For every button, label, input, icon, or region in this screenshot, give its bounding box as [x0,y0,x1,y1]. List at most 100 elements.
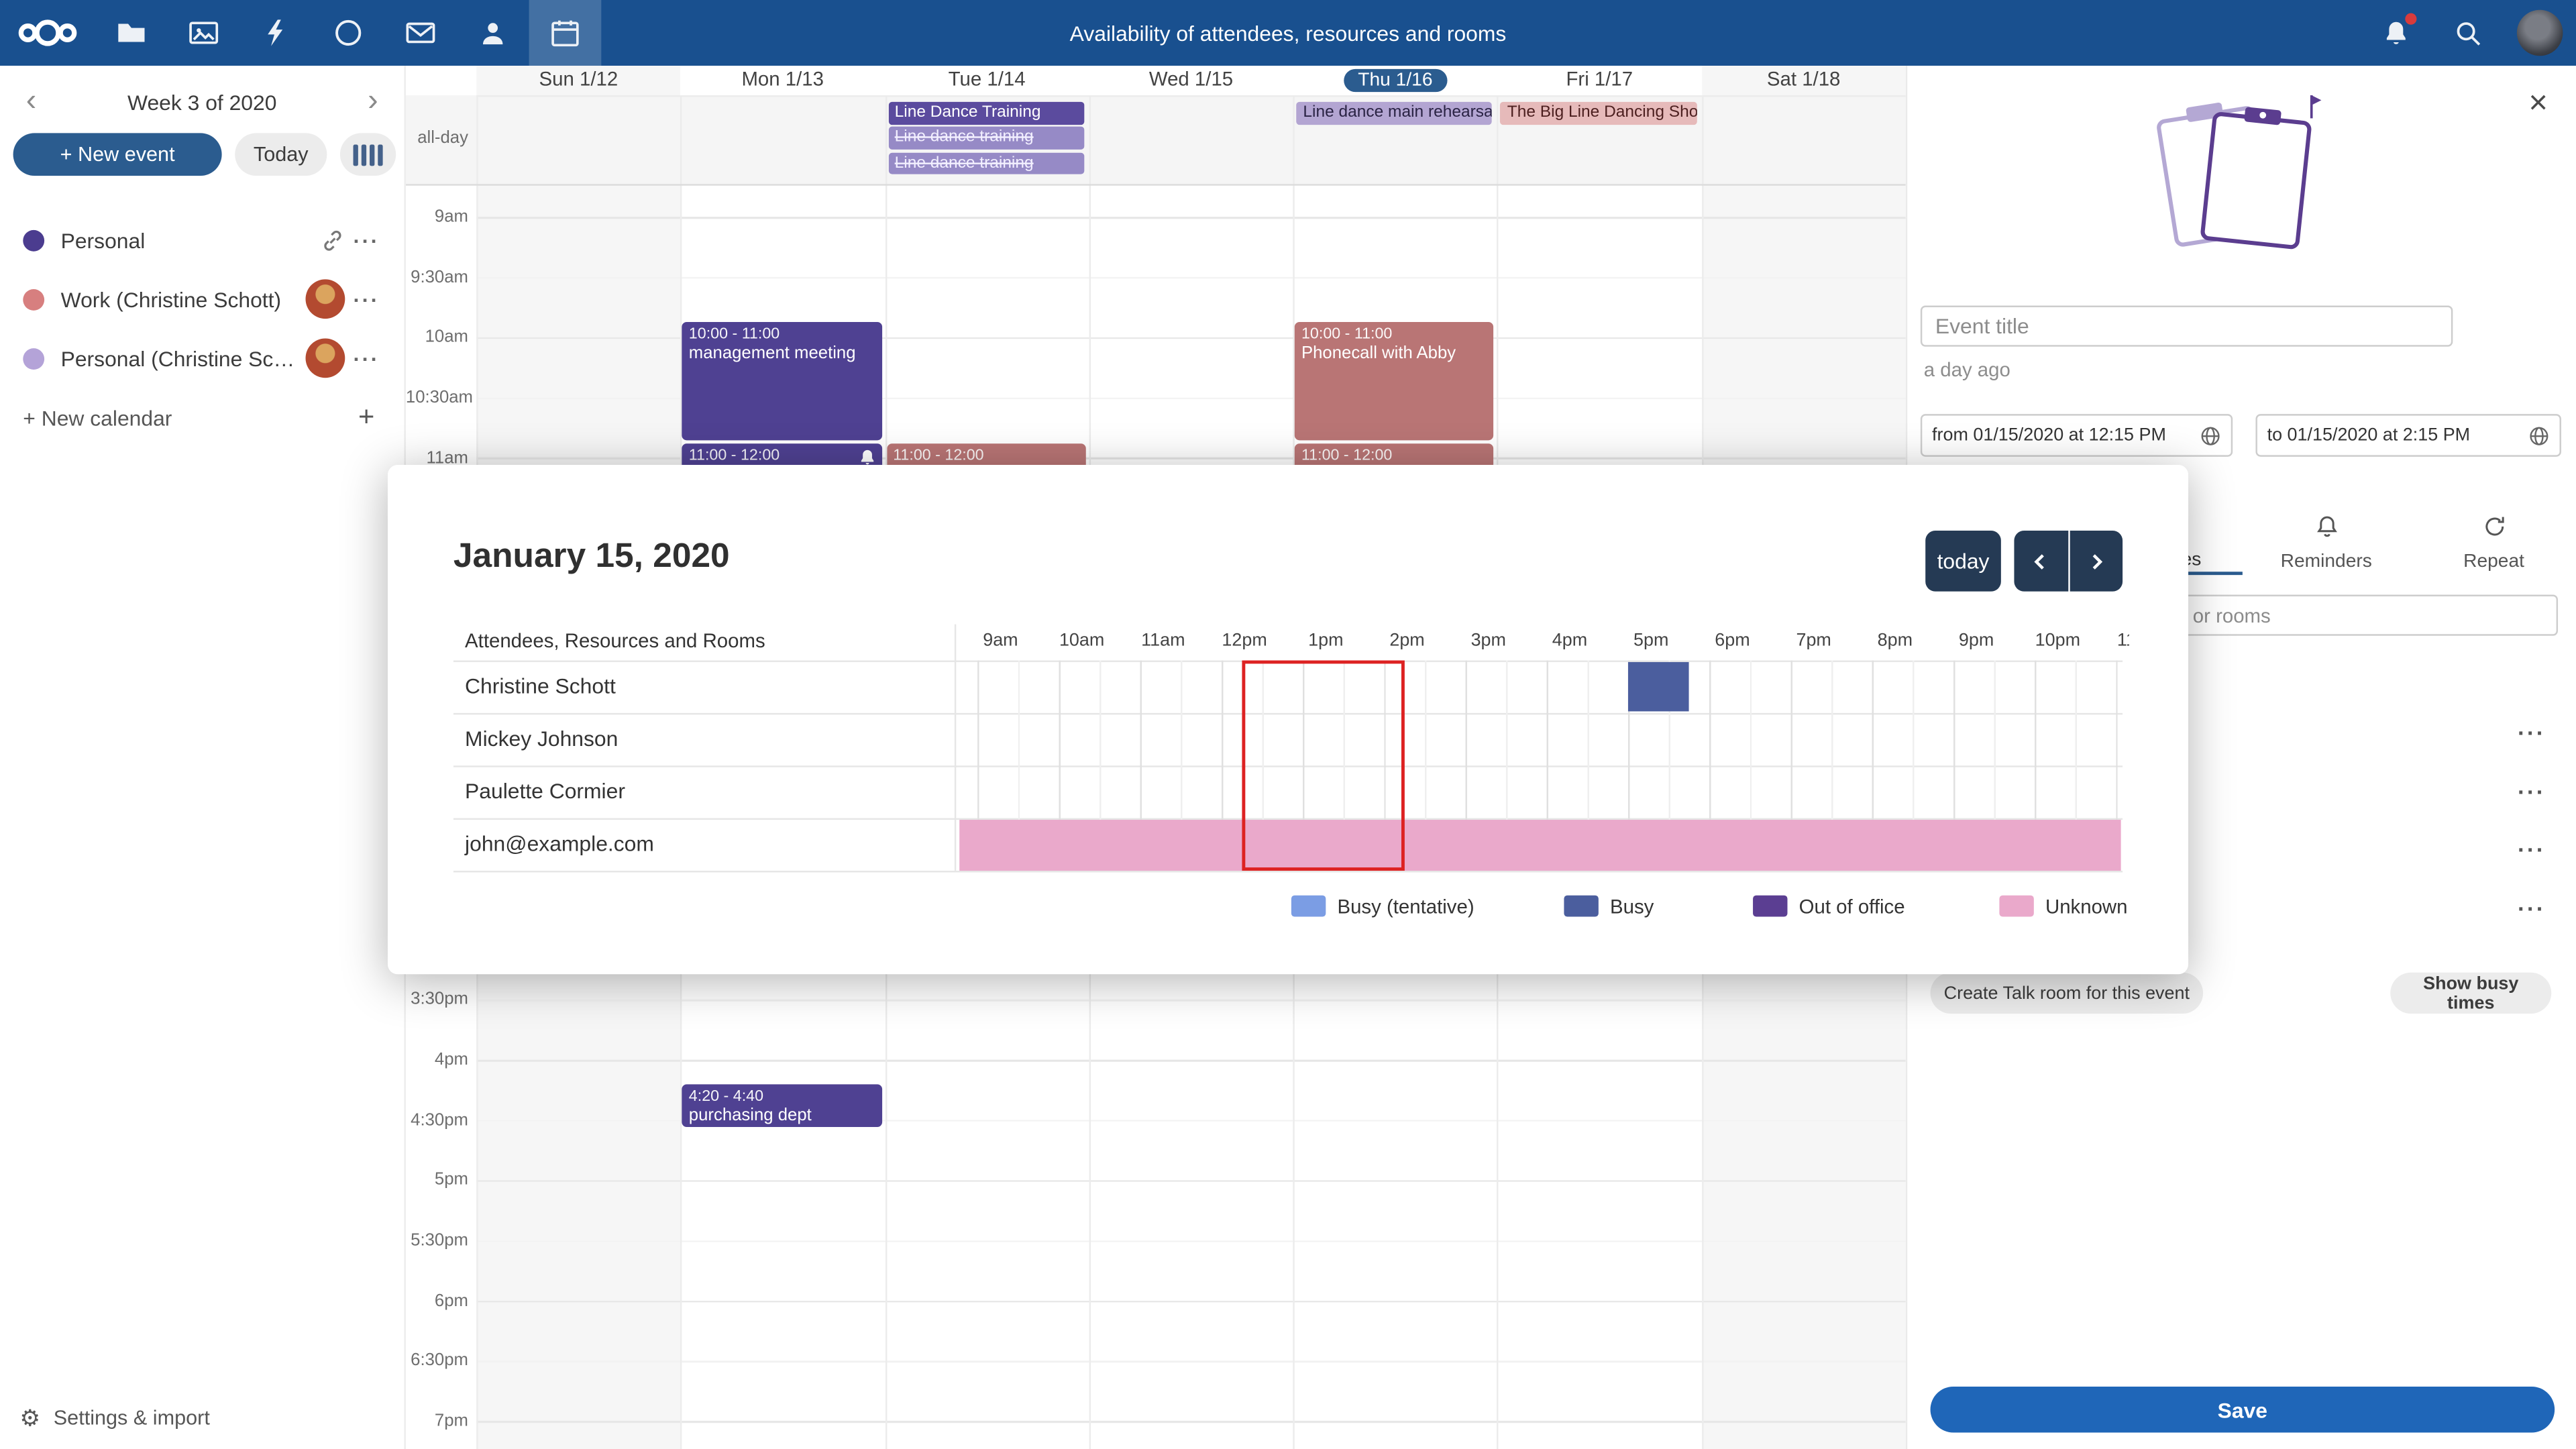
attendee-actions-menu[interactable]: ··· [2518,837,2546,863]
day-header-label: Tue 1/14 [948,67,1026,91]
today-button[interactable]: Today [235,133,327,176]
event-title: management meeting [688,343,856,364]
allday-gutter-label: all-day [417,128,468,148]
time-gutter-label: 9am [434,207,468,227]
timeline-hour-label: 11am [1141,631,1185,651]
calendar-actions-menu[interactable]: ··· [353,345,380,371]
photos-app-icon[interactable] [168,0,240,66]
attendee-actions-menu[interactable]: ··· [2518,719,2546,746]
start-datetime-field[interactable]: from 01/15/2020 at 12:15 PM [1920,414,2233,457]
calendar-list-item[interactable]: Personal ··· [0,210,404,269]
last-modified-label: a day ago [1923,358,2010,382]
dialog-today-button[interactable]: today [1925,531,2001,592]
time-gutter-label: 5:30pm [411,1230,468,1250]
calendar-name: Personal [60,227,146,252]
allday-event[interactable]: Line dance main rehearsal [1296,101,1493,124]
attendee-actions-menu[interactable]: ··· [2518,778,2546,805]
share-link-icon[interactable] [321,227,345,252]
timeline-hour-label: 7pm [1796,631,1831,651]
dialog-day-navigation [2014,531,2123,592]
search-icon[interactable] [2431,0,2504,66]
allday-event[interactable]: The Big Line Dancing Show [1500,101,1697,124]
user-avatar[interactable] [2516,9,2563,56]
notifications-bell-icon[interactable] [2359,0,2432,66]
legend-item-out-of-office: Out of office [1753,894,1905,918]
calendar-list-item[interactable]: Personal (Christine Scho...) ··· [0,329,404,388]
allday-event[interactable]: Line Dance Training [888,101,1084,124]
calendar-owner-avatar [305,279,345,319]
bell-icon [2314,513,2339,546]
view-mode-icon[interactable] [339,133,396,176]
create-talk-room-button[interactable]: Create Talk room for this event [1930,972,2204,1014]
end-datetime-field[interactable]: to 01/15/2020 at 2:15 PM [2255,414,2561,457]
previous-day-button[interactable] [2014,531,2068,592]
calendar-actions-menu[interactable]: ··· [353,286,380,312]
allday-event[interactable]: Line dance training [888,127,1084,150]
settings-label: Settings & import [53,1406,210,1430]
globe-icon[interactable] [2528,425,2550,446]
mail-app-icon[interactable] [384,0,457,66]
new-event-button[interactable]: + New event [13,133,222,176]
day-header[interactable]: Mon 1/13 [681,67,885,95]
calendar-event[interactable]: 4:20 - 4:40 purchasing dept [682,1085,882,1128]
start-datetime-value: from 01/15/2020 at 12:15 PM [1932,425,2166,445]
new-calendar-button[interactable]: + New calendar + [23,388,388,447]
calendar-event[interactable]: 10:00 - 11:00 management meeting [682,322,882,440]
timeline-hour-label: 12pm [1222,631,1267,651]
time-gutter-label: 6pm [434,1291,468,1311]
contacts-app-icon[interactable] [457,0,529,66]
tab-reminders[interactable]: Reminders [2243,509,2410,575]
day-header[interactable]: Tue 1/14 [885,67,1089,95]
show-busy-times-button[interactable]: Show busy times [2390,972,2552,1014]
attendee-name: Mickey Johnson [465,726,619,751]
timeline-hour-label: 4pm [1552,631,1588,651]
row-separator [453,870,2123,873]
calendar-color-dot [23,347,45,369]
next-week-button[interactable]: › [352,80,394,123]
talk-app-icon[interactable] [312,0,384,66]
day-header[interactable]: Sat 1/18 [1701,67,1905,95]
proposed-time-selection[interactable] [1242,660,1405,871]
timeline-hour-label: 2pm [1389,631,1425,651]
time-gutter-label: 10:30am [405,387,474,408]
globe-icon[interactable] [2200,425,2221,446]
calendar-list-item[interactable]: Work (Christine Schott) ··· [0,270,404,329]
calendar-actions-menu[interactable]: ··· [353,227,380,252]
event-title-input[interactable] [1920,305,2453,347]
legend-item-tentative: Busy (tentative) [1291,894,1474,918]
settings-import-button[interactable]: ⚙ Settings & import [19,1400,209,1436]
calendar-event[interactable]: 10:00 - 11:00 Phonecall with Abby [1295,322,1495,440]
week-label[interactable]: Week 3 of 2020 [127,89,277,115]
legend-label: Unknown [2045,894,2128,918]
attendee-actions-menu[interactable]: ··· [2518,895,2546,922]
close-icon[interactable]: × [2517,82,2560,125]
timeline-hour-label: 10am [1059,631,1105,651]
calendar-app-icon[interactable] [529,0,602,66]
nextcloud-logo[interactable] [0,0,95,66]
activity-app-icon[interactable] [240,0,313,66]
save-button[interactable]: Save [1930,1386,2555,1433]
day-header[interactable]: Sun 1/12 [476,67,680,95]
event-time: 4:20 - 4:40 [688,1087,764,1106]
attendee-name: Paulette Cormier [465,778,625,804]
chevron-left-icon [2035,553,2045,569]
day-header[interactable]: Fri 1/17 [1497,67,1701,95]
week-navigation: ‹ Week 3 of 2020 › [10,79,394,125]
legend-swatch [1999,895,2034,917]
sidebar-actions: + New event Today [13,133,396,176]
next-day-button[interactable] [2069,531,2123,592]
day-header[interactable]: Wed 1/15 [1089,67,1293,95]
repeat-icon [2481,513,2506,546]
files-app-icon[interactable] [95,0,168,66]
allday-event[interactable]: Line dance training [888,152,1084,175]
availability-block-busy [1627,661,1689,712]
plus-icon: + [358,400,375,433]
previous-week-button[interactable]: ‹ [10,80,53,123]
timeline-hour-label: 3pm [1470,631,1506,651]
time-gutter-label: 4pm [434,1050,468,1070]
end-datetime-value: to 01/15/2020 at 2:15 PM [2267,425,2471,445]
day-header[interactable]: Thu 1/16 [1293,67,1497,95]
day-header-label: Mon 1/13 [741,67,824,91]
event-time: 10:00 - 11:00 [688,325,780,344]
tab-repeat[interactable]: Repeat [2410,509,2576,575]
